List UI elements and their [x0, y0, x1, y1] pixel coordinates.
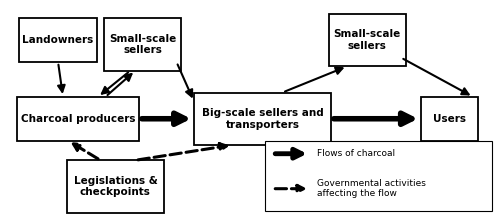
FancyArrowPatch shape [58, 65, 64, 92]
FancyArrowPatch shape [404, 59, 468, 94]
FancyArrowPatch shape [334, 113, 412, 124]
FancyArrowPatch shape [275, 185, 304, 192]
Text: Governmental activities
affecting the flow: Governmental activities affecting the fl… [318, 179, 426, 198]
Text: Flows of charcoal: Flows of charcoal [318, 149, 396, 158]
FancyBboxPatch shape [265, 141, 492, 211]
FancyArrowPatch shape [178, 64, 192, 97]
Text: Charcoal producers: Charcoal producers [20, 114, 135, 124]
Text: Small-scale
sellers: Small-scale sellers [334, 29, 401, 51]
FancyArrowPatch shape [138, 144, 226, 160]
Text: Legislations &
checkpoints: Legislations & checkpoints [74, 176, 157, 197]
FancyArrowPatch shape [108, 74, 132, 95]
FancyArrowPatch shape [285, 68, 343, 92]
Text: Big-scale sellers and
transporters: Big-scale sellers and transporters [202, 108, 324, 130]
FancyBboxPatch shape [67, 160, 164, 213]
Text: Users: Users [433, 114, 466, 124]
FancyBboxPatch shape [17, 97, 139, 141]
Text: Small-scale
sellers: Small-scale sellers [109, 34, 176, 55]
FancyArrowPatch shape [102, 72, 128, 94]
FancyArrowPatch shape [142, 113, 185, 124]
FancyBboxPatch shape [194, 93, 331, 145]
FancyBboxPatch shape [328, 14, 406, 66]
FancyBboxPatch shape [421, 97, 478, 141]
FancyArrowPatch shape [74, 144, 98, 159]
FancyArrowPatch shape [275, 149, 301, 158]
FancyBboxPatch shape [20, 18, 96, 62]
FancyBboxPatch shape [104, 18, 182, 71]
Text: Landowners: Landowners [22, 35, 94, 45]
